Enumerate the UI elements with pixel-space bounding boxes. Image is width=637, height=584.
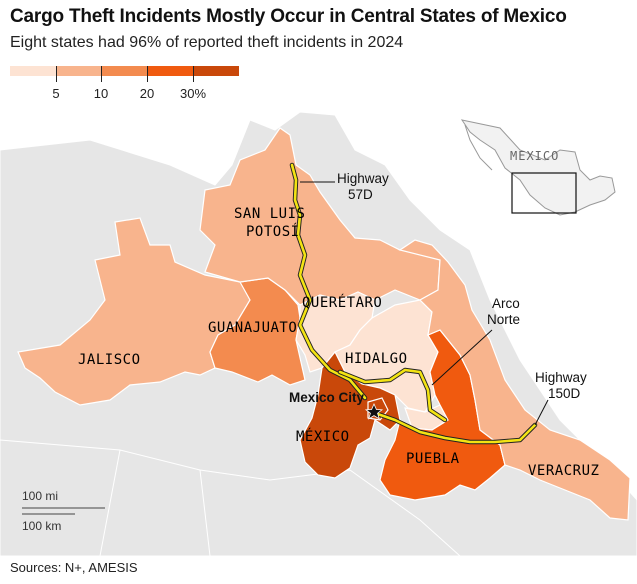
- label-veracruz: VERACRUZ: [528, 463, 599, 479]
- highway-150d-inner: [370, 410, 537, 444]
- legend-swatch-1: [10, 66, 56, 76]
- legend-swatch-5: [193, 66, 239, 76]
- anno-arco-line1: Arco: [492, 296, 520, 311]
- legend-label-5: 5: [52, 86, 60, 101]
- inset-label: MEXICO: [510, 149, 559, 163]
- legend-tick-1: [56, 66, 57, 82]
- highway-arco-norte-inner: [338, 368, 447, 422]
- chart-title: Cargo Theft Incidents Mostly Occur in Ce…: [10, 6, 567, 27]
- state-guanajuato: [209, 277, 306, 386]
- scale-km-label: 100 km: [22, 519, 61, 533]
- anno-arco-line2: Norte: [487, 312, 520, 327]
- inset-map: MEXICO: [460, 119, 616, 216]
- legend-tick-2: [101, 66, 102, 82]
- anno-highway57-line1: Highway: [337, 171, 389, 186]
- label-queretaro: QUERÉTARO: [302, 294, 382, 311]
- anno-mexico-city: Mexico City: [289, 390, 365, 405]
- state-veracruz: [398, 239, 631, 521]
- label-jalisco: JALISCO: [78, 352, 141, 368]
- inset-baja: [464, 124, 493, 171]
- anno-highway150-line2: 150D: [548, 386, 581, 401]
- highway-57d-inner: [290, 163, 367, 400]
- mexico-city-star-icon: [364, 402, 384, 420]
- scale-bar: 100 mi 100 km: [22, 489, 105, 533]
- state-mexico: [299, 350, 401, 479]
- inset-highlight-box: [511, 172, 577, 214]
- label-san-luis-potosi-line2: POTOSÍ: [246, 223, 300, 240]
- label-mexico: MÉXICO: [296, 428, 350, 445]
- label-san-luis-potosi-line1: SAN LUIS: [234, 206, 305, 222]
- legend-swatch-2: [56, 66, 101, 76]
- chart-subtitle: Eight states had 96% of reported theft i…: [10, 34, 404, 51]
- legend-label-20: 20: [139, 86, 155, 101]
- map: SAN LUIS POTOSÍ QUERÉTARO GUANAJUATO JAL…: [0, 111, 637, 556]
- legend: 5 10 20 30%: [10, 64, 240, 104]
- leader-highway150: [534, 399, 549, 426]
- inset-mexico-outline: [460, 119, 616, 216]
- legend-swatch-3: [101, 66, 147, 76]
- legend-tick-4: [193, 66, 194, 82]
- label-puebla: PUEBLA: [406, 451, 460, 467]
- legend-swatch-4: [147, 66, 193, 76]
- legend-label-30: 30%: [179, 86, 207, 101]
- label-guanajuato: GUANAJUATO: [208, 320, 297, 336]
- scale-mi-label: 100 mi: [22, 489, 58, 503]
- anno-highway57-line2: 57D: [348, 187, 373, 202]
- source-note: Sources: N+, AMESIS: [10, 560, 138, 575]
- base-borders: [0, 439, 461, 556]
- legend-tick-3: [147, 66, 148, 82]
- leader-arco: [431, 329, 493, 386]
- label-hidalgo: HIDALGO: [345, 351, 408, 367]
- legend-label-10: 10: [93, 86, 109, 101]
- anno-highway150-line1: Highway: [535, 370, 587, 385]
- highways: [289, 162, 538, 445]
